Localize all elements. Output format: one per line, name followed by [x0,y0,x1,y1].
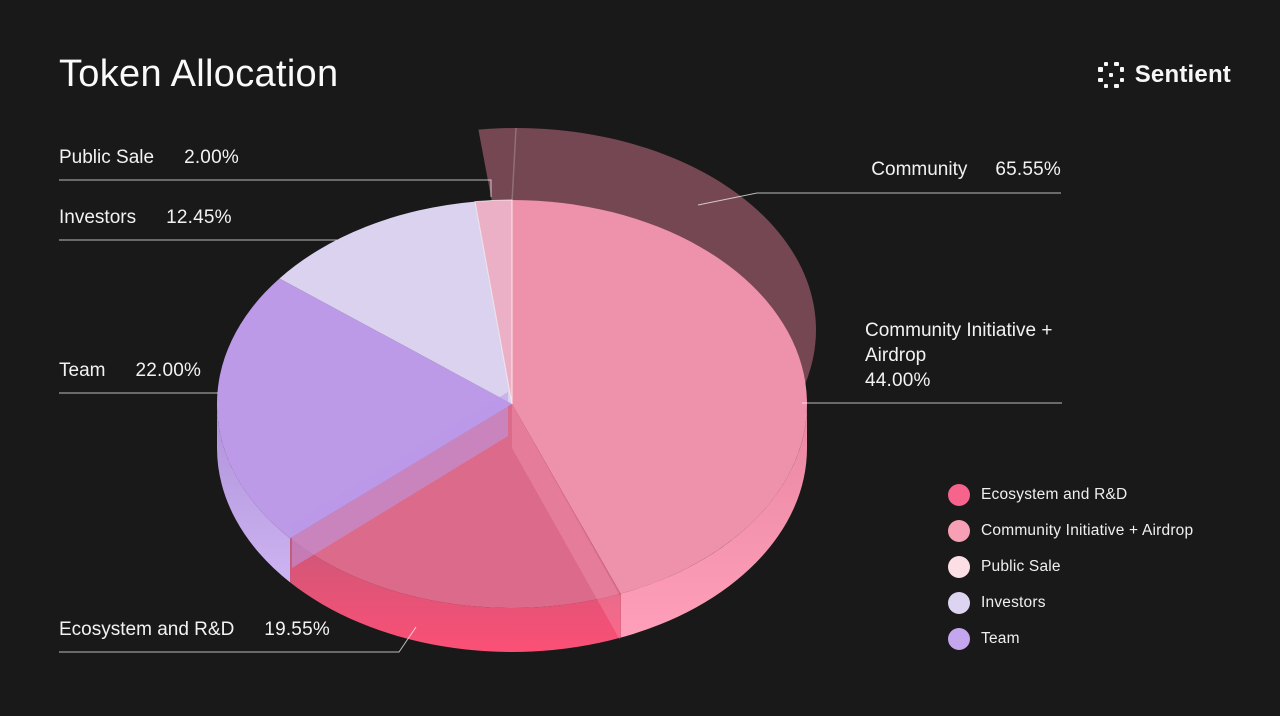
community-callout-line [697,192,1061,206]
legend-dot [948,628,970,650]
callout-ecosystem-value: 19.55% [264,619,330,640]
team-slice [217,278,513,539]
callout-public-sale: Public Sale 2.00% [59,147,239,169]
callout-team-value: 22.00% [135,360,202,381]
ecosystem-and-r-d-slice-rim [290,538,621,652]
legend-dot [948,592,970,614]
logo-pixel [1098,78,1103,83]
investors-slice [279,201,512,404]
legend-label: Ecosystem and R&D [981,486,1128,503]
legend-label: Community Initiative + Airdrop [981,522,1194,539]
team-slice-rim [217,404,291,583]
logo-pixel [1114,62,1119,67]
legend-dot [948,520,970,542]
callout-ecosystem: Ecosystem and R&D 19.55% [59,619,330,641]
legend-item: Community Initiative + Airdrop [948,520,1193,542]
callout-community: Community 65.55% [871,159,1061,181]
callout-community-value: 65.55% [995,159,1061,180]
legend-label: Public Sale [981,558,1061,575]
logo-pixel [1098,83,1103,88]
callout-investors: Investors 12.45% [59,207,232,229]
overlay-seam-line [511,127,517,203]
team-slice-side-wall [292,392,508,568]
ecosystem-callout-line [59,626,417,653]
logo-pixel [1119,78,1125,83]
logo-pixel [1109,72,1114,78]
logo-pixel [1119,83,1124,88]
callout-community-initiative: Community Initiative + Airdrop 44.00% [865,318,1060,393]
logo-pixel [1098,67,1103,72]
callout-community-initiative-value: 44.00% [865,370,931,391]
community-initiative-airdrop-slice-rim [620,404,807,638]
callout-team-label: Team [59,360,106,381]
ecosystem-and-r-d-slice [290,404,621,609]
public-sale-slice [474,199,513,405]
logo-pixel [1114,83,1119,88]
community-initiative-airdrop-slice [512,200,808,594]
brand-lockup: Sentient [1098,61,1231,89]
logo-pixel [1119,62,1124,67]
brand-name: Sentient [1134,61,1231,88]
sentient-logo-icon [1098,62,1125,89]
legend-item: Investors [948,592,1193,614]
legend: Ecosystem and R&D Community Initiative + … [948,484,1193,650]
ecosystem-divider-wall [512,404,620,640]
callout-community-initiative-label: Community Initiative + Airdrop [865,320,1053,366]
callout-team: Team 22.00% [59,360,201,382]
logo-pixel [1119,67,1125,72]
legend-item: Team [948,628,1193,650]
callout-investors-label: Investors [59,207,137,228]
callout-ecosystem-label: Ecosystem and R&D [59,619,235,640]
page-title: Token Allocation [59,53,339,95]
callout-investors-value: 12.45% [166,207,232,228]
legend-label: Team [981,630,1020,647]
logo-pixel [1119,72,1124,77]
logo-pixel [1103,62,1108,67]
callout-public-sale-value: 2.00% [184,147,239,168]
legend-label: Investors [981,594,1046,611]
callout-community-label: Community [871,159,968,180]
callout-public-sale-label: Public Sale [59,147,155,168]
legend-item: Ecosystem and R&D [948,484,1193,506]
legend-dot [948,484,970,506]
public-sale-callout-line [59,179,492,197]
legend-item: Public Sale [948,556,1193,578]
logo-pixel [1103,83,1108,88]
logo-pixel [1109,83,1114,88]
legend-dot [948,556,970,578]
